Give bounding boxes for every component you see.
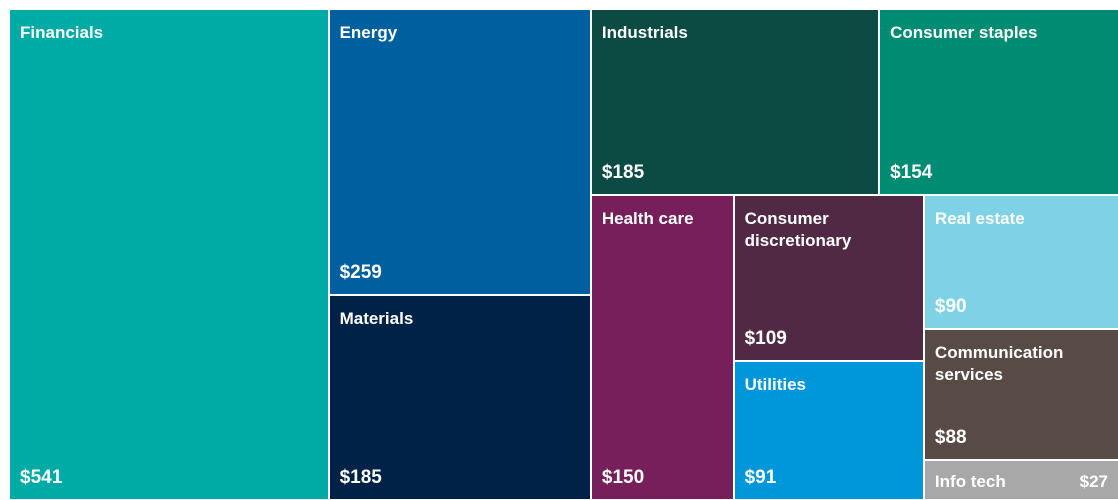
treemap-cell: Real estate $90 <box>923 195 1118 329</box>
cell-label: Industrials <box>601 23 688 42</box>
cell-value: $88 <box>934 426 967 448</box>
cell-value: $150 <box>601 466 645 488</box>
treemap-cell: Info tech $27 <box>923 459 1118 500</box>
cell-value: $91 <box>744 466 777 488</box>
cell-value: $541 <box>20 467 63 488</box>
cell-label: Consumer discretionary <box>744 209 852 251</box>
cell-value: $27 <box>1079 471 1108 491</box>
treemap-cell: Consumer discretionary $109 <box>733 195 924 362</box>
treemap-cell: Consumer staples $154 <box>879 9 1118 196</box>
treemap-cell: Materials $185 <box>328 295 591 500</box>
cell-value: $109 <box>744 328 787 350</box>
cell-label: Health care <box>601 209 694 229</box>
cell-label: Energy <box>339 23 398 42</box>
cell-label: Communication services <box>934 343 1064 384</box>
cell-value: $259 <box>339 262 382 284</box>
treemap-cell: Communication services $88 <box>923 329 1118 460</box>
treemap-cell: Utilities $91 <box>733 361 924 500</box>
treemap-cell: Industrials $185 <box>590 9 880 196</box>
cell-label: Consumer staples <box>890 23 1038 42</box>
cell-value: $185 <box>601 162 645 184</box>
cell-value: $90 <box>934 295 967 317</box>
cell-label: Info tech <box>934 471 1006 491</box>
cell-label: Financials <box>20 23 104 42</box>
treemap-cell: Energy $259 <box>328 9 591 296</box>
cell-label: Utilities <box>744 375 807 395</box>
cell-label: Materials <box>339 309 414 329</box>
treemap-cell: Health care $150 <box>590 195 734 500</box>
treemap-cell: Financials $541 <box>9 9 329 500</box>
cell-value: $154 <box>890 162 933 184</box>
cell-value: $185 <box>339 466 382 488</box>
cell-label: Real estate <box>934 209 1025 229</box>
